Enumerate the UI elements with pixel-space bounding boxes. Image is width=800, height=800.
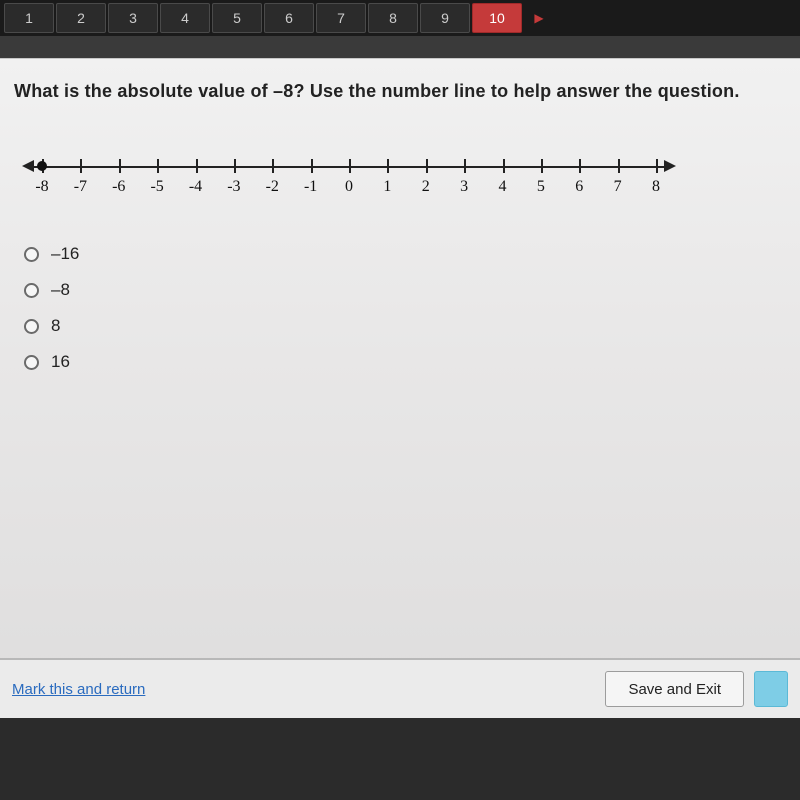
tick xyxy=(387,159,389,173)
nav-tab-3[interactable]: 3 xyxy=(108,3,158,33)
tick xyxy=(656,159,658,173)
tick xyxy=(119,159,121,173)
tick-label: 1 xyxy=(383,178,391,196)
tick-label: 4 xyxy=(499,178,507,196)
tick xyxy=(157,159,159,173)
tick xyxy=(579,159,581,173)
next-button[interactable] xyxy=(754,671,788,707)
tick xyxy=(618,159,620,173)
arrow-left-icon xyxy=(22,160,34,172)
radio-icon[interactable] xyxy=(24,355,39,370)
tick-label: 3 xyxy=(460,178,468,196)
screen-bezel xyxy=(0,718,800,800)
option-label: –16 xyxy=(51,244,79,264)
option-label: 16 xyxy=(51,352,70,372)
tick xyxy=(464,159,466,173)
radio-icon[interactable] xyxy=(24,319,39,334)
tick-label: 6 xyxy=(575,178,583,196)
tick-label: -2 xyxy=(266,178,279,196)
arrow-right-icon xyxy=(664,160,676,172)
tick-label: 2 xyxy=(422,178,430,196)
nav-next-icon[interactable]: ▶ xyxy=(524,3,554,33)
tick-label: 8 xyxy=(652,178,660,196)
tick-label: -8 xyxy=(35,178,48,196)
question-text: What is the absolute value of –8? Use th… xyxy=(14,81,800,102)
tick-label: -4 xyxy=(189,178,202,196)
tick xyxy=(503,159,505,173)
tick xyxy=(349,159,351,173)
nav-tab-7[interactable]: 7 xyxy=(316,3,366,33)
tick xyxy=(272,159,274,173)
option-label: –8 xyxy=(51,280,70,300)
nav-tab-8[interactable]: 8 xyxy=(368,3,418,33)
tick xyxy=(80,159,82,173)
question-panel: What is the absolute value of –8? Use th… xyxy=(0,58,800,718)
tick-label: 5 xyxy=(537,178,545,196)
footer-bar: Mark this and return Save and Exit xyxy=(0,658,800,718)
mark-and-return-link[interactable]: Mark this and return xyxy=(12,681,595,698)
nav-tab-9[interactable]: 9 xyxy=(420,3,470,33)
radio-icon[interactable] xyxy=(24,247,39,262)
nav-tab-1[interactable]: 1 xyxy=(4,3,54,33)
tick-label: -5 xyxy=(150,178,163,196)
radio-icon[interactable] xyxy=(24,283,39,298)
answer-option[interactable]: 16 xyxy=(24,352,800,372)
answer-option[interactable]: –8 xyxy=(24,280,800,300)
answer-option[interactable]: –16 xyxy=(24,244,800,264)
tick xyxy=(311,159,313,173)
tick-label: -3 xyxy=(227,178,240,196)
tick-label: -7 xyxy=(74,178,87,196)
option-label: 8 xyxy=(51,316,60,336)
answer-option[interactable]: 8 xyxy=(24,316,800,336)
number-line: -8 -7 -6 -5 -4 -3 -2 -1 0 1 2 3 4 5 6 7 8 xyxy=(24,156,674,216)
tick-label: -6 xyxy=(112,178,125,196)
tick-label: -1 xyxy=(304,178,317,196)
save-and-exit-button[interactable]: Save and Exit xyxy=(605,671,744,707)
tick xyxy=(234,159,236,173)
nav-tab-5[interactable]: 5 xyxy=(212,3,262,33)
nav-tab-6[interactable]: 6 xyxy=(264,3,314,33)
nav-tab-4[interactable]: 4 xyxy=(160,3,210,33)
tick-label: 0 xyxy=(345,178,353,196)
answer-options: –16 –8 8 16 xyxy=(24,244,800,372)
tick-label: 7 xyxy=(614,178,622,196)
question-nav-bar: 12345678910▶ xyxy=(0,0,800,36)
tick xyxy=(426,159,428,173)
nav-tab-2[interactable]: 2 xyxy=(56,3,106,33)
tick xyxy=(541,159,543,173)
nav-tab-10[interactable]: 10 xyxy=(472,3,522,33)
plotted-point xyxy=(37,161,47,171)
tick xyxy=(196,159,198,173)
